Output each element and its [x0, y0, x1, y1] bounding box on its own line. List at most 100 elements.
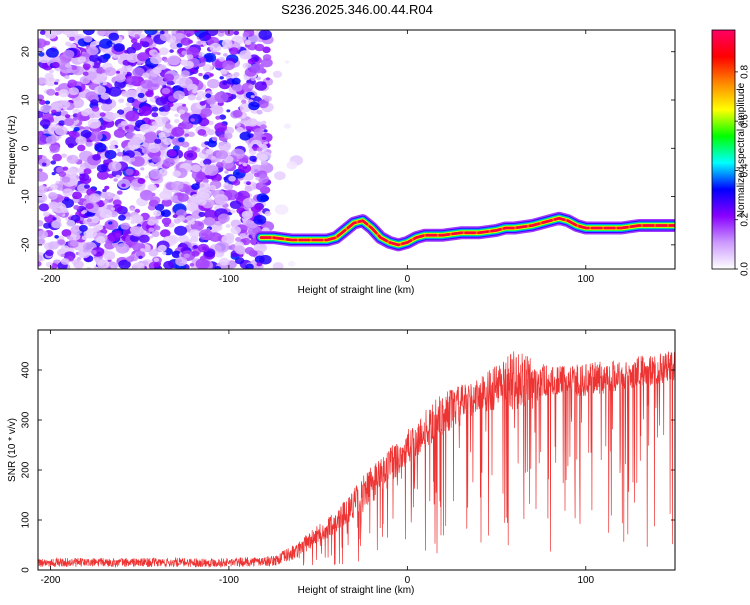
noise-blob	[189, 263, 195, 267]
noise-blob	[178, 77, 193, 89]
noise-blob	[45, 249, 54, 256]
noise-blob	[41, 155, 47, 160]
spectrogram-x-tick-label: -200	[40, 274, 60, 285]
noise-blob	[184, 133, 190, 137]
noise-blob	[246, 118, 258, 127]
noise-blob	[54, 81, 59, 85]
noise-blob	[38, 230, 49, 239]
noise-blob	[96, 170, 109, 180]
noise-blob	[62, 166, 69, 171]
noise-blob	[241, 210, 253, 220]
snr-x-tick-label: 100	[577, 575, 594, 586]
noise-blob	[223, 53, 228, 57]
noise-blob	[83, 168, 92, 175]
noise-blob	[139, 34, 146, 39]
noise-blob	[71, 65, 78, 71]
noise-blob	[161, 87, 171, 95]
noise-blob	[167, 149, 177, 157]
spectrogram-y-tick-label: 20	[21, 46, 32, 58]
noise-blob	[174, 113, 179, 118]
noise-blob	[100, 92, 110, 100]
noise-blob	[266, 77, 270, 81]
spectrogram-x-label: Height of straight line (km)	[298, 285, 415, 296]
noise-blob	[214, 122, 228, 133]
noise-blob	[103, 250, 116, 261]
spectrogram-x-tick-label: 100	[577, 274, 594, 285]
noise-blob	[204, 209, 218, 220]
noise-blob	[173, 218, 181, 224]
noise-blob	[202, 178, 209, 184]
noise-blob	[260, 194, 269, 202]
noise-blob	[90, 99, 99, 106]
noise-blob	[253, 214, 267, 225]
spectrogram-y-tick-label: 10	[21, 94, 32, 106]
noise-blob	[148, 249, 159, 257]
noise-blob	[104, 219, 119, 231]
noise-blob	[241, 115, 246, 119]
noise-blob	[261, 136, 267, 140]
noise-blob	[159, 30, 165, 35]
noise-blob	[149, 45, 154, 49]
noise-blob	[87, 118, 101, 129]
noise-blob	[178, 109, 186, 115]
noise-blob	[58, 120, 66, 126]
spectrogram-x-ticks: -200 -100 0 100	[40, 30, 595, 285]
noise-blob	[192, 245, 198, 249]
noise-blob	[224, 182, 229, 186]
snr-frame	[37, 329, 676, 571]
noise-blob	[99, 208, 113, 219]
noise-blob	[264, 95, 272, 102]
noise-blob	[174, 119, 180, 124]
noise-blob	[239, 50, 252, 60]
noise-blob	[39, 119, 51, 128]
noise-blob	[261, 120, 267, 125]
noise-blob	[113, 178, 118, 182]
noise-blob	[228, 175, 236, 182]
noise-blob	[210, 156, 217, 160]
noise-blob	[140, 79, 153, 89]
noise-blob	[46, 88, 56, 96]
noise-blob	[216, 52, 221, 56]
noise-blob	[238, 163, 252, 174]
noise-blob	[191, 183, 200, 190]
noise-blob	[183, 61, 194, 69]
noise-blob	[198, 211, 206, 217]
noise-blob	[85, 91, 99, 101]
noise-blob	[96, 235, 106, 244]
noise-blob	[139, 190, 154, 201]
noise-blob	[130, 214, 143, 224]
noise-blob	[253, 128, 264, 136]
noise-blob	[102, 81, 108, 86]
noise-blob	[219, 76, 224, 80]
noise-blob	[242, 197, 256, 208]
noise-blob	[65, 30, 79, 37]
noise-blob	[129, 206, 135, 211]
noise-blob	[49, 145, 60, 153]
noise-blob	[181, 50, 188, 55]
noise-blob	[202, 64, 213, 72]
noise-blob	[261, 58, 273, 68]
noise-blob	[38, 168, 43, 172]
noise-blob	[239, 131, 251, 141]
spectrogram-y-label: Frequency (Hz)	[7, 116, 18, 185]
noise-blob	[171, 180, 184, 191]
spectrogram-y-tick-label: -10	[21, 189, 32, 204]
noise-blob	[48, 77, 54, 82]
noise-blob	[60, 258, 70, 265]
noise-blob	[196, 171, 206, 180]
noise-blob	[112, 204, 123, 212]
noise-blob	[247, 58, 255, 65]
noise-blob	[235, 237, 242, 242]
noise-blob	[242, 172, 254, 181]
noise-blob	[138, 255, 143, 259]
figure-title: S236.2025.346.00.44.R04	[281, 2, 433, 17]
noise-blob	[104, 185, 110, 190]
noise-blob	[102, 188, 107, 193]
noise-blob	[85, 203, 94, 210]
noise-blob	[164, 123, 172, 129]
noise-blob	[79, 224, 88, 232]
noise-blob	[172, 214, 178, 219]
noise-blob	[209, 73, 214, 77]
noise-blob	[126, 256, 135, 263]
